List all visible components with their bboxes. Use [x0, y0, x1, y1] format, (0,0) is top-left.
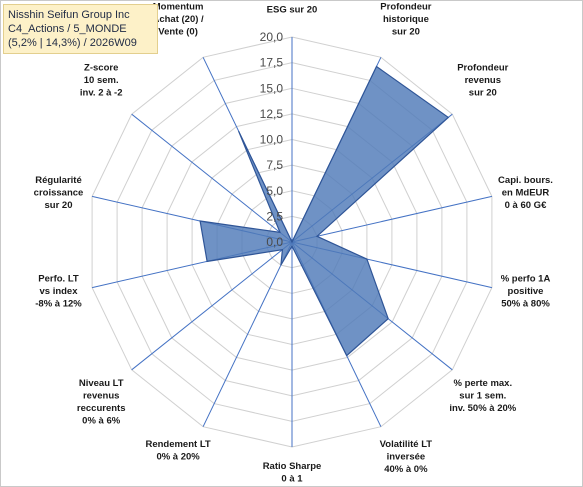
tick-label: 12,5 [260, 107, 284, 121]
radar-tick-labels: 0,0 2,5 5,0 7,5 10,0 12,5 15,0 17,5 20,0 [260, 30, 284, 249]
axis-label-10: Perfo. LT vs index -8% à 12% [35, 273, 82, 309]
axis-label-0: NoteESG sur 20 [267, 0, 318, 16]
tick-label: 17,5 [260, 56, 284, 70]
axis-spoke-3 [291, 195, 493, 243]
tick-label: 20,0 [260, 30, 284, 44]
tick-label: 7,5 [266, 158, 283, 172]
tick-label: 5,0 [266, 184, 283, 198]
info-category: C4_Actions / 5_MONDE [8, 23, 127, 35]
info-box: Nisshin Seifun Group Inc C4_Actions / 5_… [3, 4, 158, 54]
tick-label: 15,0 [260, 81, 284, 95]
axis-label-2: Profondeur revenus sur 20 [457, 63, 508, 99]
axis-label-12: Z-score 10 sem. inv. 2 à -2 [80, 63, 123, 99]
tick-label: 0,0 [266, 235, 283, 249]
info-title: Nisshin Seifun Group Inc [8, 9, 130, 21]
axis-spoke-8 [202, 241, 293, 427]
info-period: (5,2% | 14,3%) / 2026W09 [8, 37, 137, 49]
tick-label: 10,0 [260, 133, 284, 147]
axis-spoke-12 [131, 113, 293, 243]
axis-label-1: Profondeur historique sur 20 [380, 1, 431, 37]
axis-label-11: Régularité croissance sur 20 [34, 175, 84, 211]
radar-series [199, 65, 450, 357]
axis-label-9: Niveau LT revenus reccurents 0% à 6% [77, 378, 126, 427]
axis-spoke-9 [131, 241, 293, 371]
axis-label-4: % perfo 1A positive 50% à 80% [501, 273, 551, 309]
axis-label-6: Volatilité LT inversée 40% à 0% [380, 439, 433, 475]
axis-label-5: % perte max. sur 1 sem. inv. 50% à 20% [449, 378, 516, 414]
axis-label-7: Ratio Sharpe 0 à 1 [263, 461, 322, 485]
axis-label-13: Momentum Achat (20) / Vente (0) [152, 1, 204, 37]
series-area [199, 65, 450, 357]
axis-label-8: Rendement LT 0% à 20% [145, 439, 210, 463]
tick-label: 2,5 [266, 209, 283, 223]
axis-label-3: Capi. bours. en MdEUR 0 à 60 G€ [498, 175, 553, 211]
